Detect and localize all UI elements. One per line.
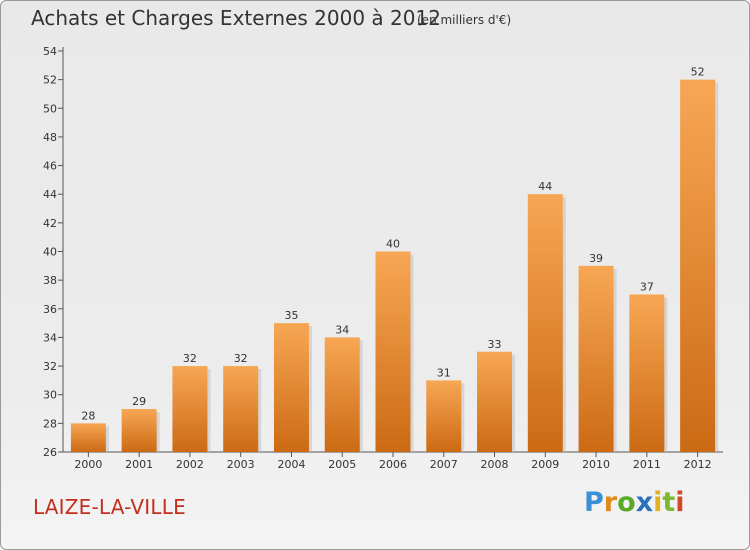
- y-tick-label: 34: [43, 331, 57, 344]
- y-tick-label: 44: [43, 188, 57, 201]
- x-tick-label: 2000: [74, 458, 102, 471]
- logo-letter: P: [584, 487, 604, 518]
- x-tick-label: 2011: [633, 458, 661, 471]
- y-tick-label: 28: [43, 417, 57, 430]
- bar-2007: [426, 380, 462, 452]
- logo-letter: x: [635, 487, 654, 518]
- data-label: 28: [81, 409, 95, 422]
- bar-2004: [273, 323, 309, 452]
- data-label: 32: [234, 352, 248, 365]
- data-label: 44: [538, 180, 552, 193]
- bar-2006: [375, 251, 411, 452]
- data-label: 52: [691, 66, 705, 79]
- y-tick-label: 50: [43, 102, 57, 115]
- x-tick-label: 2003: [227, 458, 255, 471]
- y-tick-label: 42: [43, 217, 57, 230]
- x-tick-label: 2009: [531, 458, 559, 471]
- x-tick-label: 2008: [481, 458, 509, 471]
- data-label: 35: [284, 309, 298, 322]
- bar-2001: [121, 409, 157, 452]
- data-label: 31: [437, 366, 451, 379]
- chart-title: Achats et Charges Externes 2000 à 2012: [31, 6, 441, 30]
- bar-2009: [527, 194, 563, 452]
- y-tick-label: 32: [43, 360, 57, 373]
- x-tick-label: 2005: [328, 458, 356, 471]
- bar-2002: [172, 366, 208, 452]
- commune-name: LAIZE-LA-VILLE: [33, 495, 186, 519]
- data-label: 33: [488, 338, 502, 351]
- x-tick-label: 2010: [582, 458, 610, 471]
- logo-letter: i: [675, 487, 685, 518]
- bars: [70, 79, 719, 453]
- x-tick-label: 2004: [277, 458, 305, 471]
- bar-2010: [578, 265, 614, 452]
- bar-2008: [477, 351, 513, 452]
- y-tick-label: 46: [43, 160, 57, 173]
- bar-2005: [324, 337, 360, 452]
- logo-letter: r: [603, 487, 618, 518]
- y-tick-label: 48: [43, 131, 57, 144]
- logo-letter: i: [653, 487, 663, 518]
- y-tick-label: 36: [43, 303, 57, 316]
- data-label: 40: [386, 238, 400, 251]
- x-tick-label: 2002: [176, 458, 204, 471]
- proxiti-logo: Proxiti: [584, 487, 685, 518]
- data-label: 37: [640, 280, 654, 293]
- bar-2011: [629, 294, 665, 452]
- data-label: 32: [183, 352, 197, 365]
- y-tick-label: 30: [43, 389, 57, 402]
- logo-letter: t: [662, 487, 676, 518]
- bar-2012: [680, 79, 716, 453]
- bar-2000: [70, 423, 106, 452]
- y-tick-label: 40: [43, 246, 57, 259]
- logo-letter: o: [617, 487, 636, 518]
- data-label: 29: [132, 395, 146, 408]
- y-tick-label: 52: [43, 74, 57, 87]
- x-tick-label: 2007: [430, 458, 458, 471]
- data-label: 34: [335, 323, 349, 336]
- axes: 26 28 30 32 34 36 38 40 42 44 46 48 50 52 54: [43, 45, 723, 459]
- data-label: 39: [589, 252, 603, 265]
- x-tick-label: 2012: [684, 458, 712, 471]
- y-tick-label: 38: [43, 274, 57, 287]
- labels: 2000 28 2001 29 2002 32 2003 32 2004 35 2005 34 2006…: [74, 66, 711, 471]
- y-tick-label: 26: [43, 446, 57, 459]
- y-tick-label: 54: [43, 45, 57, 58]
- chart-subtitle: (en milliers d'€): [417, 13, 512, 27]
- x-tick-label: 2006: [379, 458, 407, 471]
- x-tick-label: 2001: [125, 458, 153, 471]
- bar-2003: [223, 366, 259, 452]
